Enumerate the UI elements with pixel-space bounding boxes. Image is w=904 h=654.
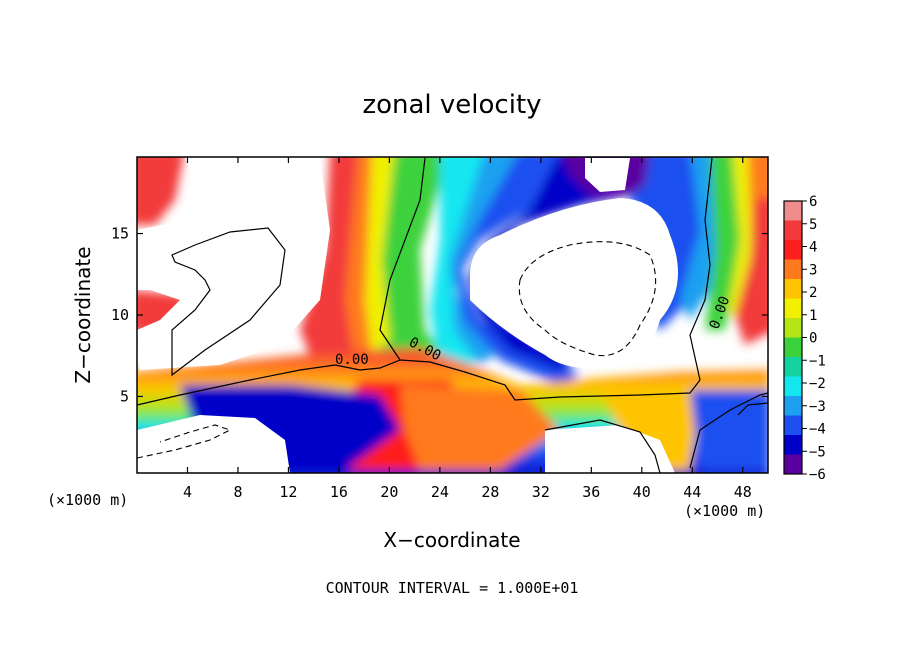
low-blue-right (690, 390, 768, 470)
colorbar-tick-label: −5 (809, 444, 826, 460)
colorbar-tick-label: 3 (809, 262, 817, 278)
colorbar-tick-label: −1 (809, 353, 826, 369)
colorbar-segment (784, 454, 802, 475)
x-unit-label: (×1000 m) (684, 502, 765, 520)
low-orange-right (600, 390, 700, 470)
y-axis-label: Z−coordinate (71, 246, 95, 383)
colorbar-segment (784, 240, 802, 260)
contour-zero-mid (399, 157, 713, 401)
topleft-red (137, 157, 184, 225)
contour-right-edge (737, 402, 768, 416)
low-orange-blobs (400, 385, 560, 470)
x-tick-label: 48 (734, 483, 752, 501)
x-tick-label: 12 (279, 483, 297, 501)
contour-upper-left (171, 227, 286, 377)
band-blue (455, 157, 589, 385)
chart-title: zonal velocity (362, 90, 541, 120)
colorbar-segment (784, 298, 802, 319)
colorbar-segment (784, 435, 802, 455)
dashed-contours (137, 241, 657, 459)
colorbar-tick-label: 0 (809, 331, 817, 347)
contour-zero-main (137, 157, 426, 406)
colorbar-segment (784, 357, 802, 377)
colorbar-segment (784, 337, 802, 358)
white-region-top-right (585, 158, 630, 192)
colorbar-segment (784, 259, 802, 280)
colorbar-tick-label: −4 (809, 422, 826, 438)
contour-bottom-right (689, 392, 768, 469)
dashed-contour-right (518, 241, 657, 357)
contour-lines (137, 157, 768, 473)
colorbar-segment (784, 201, 802, 221)
colorbar-tick-label: −6 (809, 467, 826, 483)
colorbar-segment (784, 220, 802, 241)
colorbar-tick-label: −3 (809, 399, 826, 415)
x-axis-label: X−coordinate (383, 528, 520, 552)
x-tick-label: 32 (532, 483, 550, 501)
x-tick-label: 28 (481, 483, 499, 501)
white-region-bottom-left (137, 415, 290, 473)
white-region-right (470, 198, 678, 369)
colorbar-segment (784, 279, 802, 299)
x-tick-label: 24 (431, 483, 449, 501)
band-lightblue (450, 157, 536, 365)
colorbar-segment (784, 318, 802, 338)
white-region-upper-left (137, 158, 330, 370)
colorbar-tick-label: 5 (809, 217, 817, 233)
x-tick-label: 4 (183, 483, 192, 501)
y-axis: 5 10 15 (111, 225, 768, 405)
x-tick-label: 8 (233, 483, 242, 501)
x-tick-label: 40 (633, 483, 651, 501)
contour-lower-right-loop (544, 419, 661, 473)
y-tick-label: 5 (120, 387, 129, 405)
colorbar-segment (784, 415, 802, 436)
colorbar-tick-label: 6 (809, 194, 817, 210)
white-region-bottom-right (545, 425, 675, 473)
band-green (330, 157, 455, 400)
colorbar-tick-label: −2 (809, 376, 826, 392)
colorbar-segment (784, 376, 802, 397)
midleft-red (137, 290, 190, 335)
contour-label-1: 0.00 (335, 352, 369, 368)
contour-interval-footer: CONTOUR INTERVAL = 1.000E+01 (326, 579, 579, 597)
colorbar-segment (784, 396, 802, 416)
x-tick-label: 44 (683, 483, 701, 501)
y-tick-label: 10 (111, 306, 129, 324)
colorbar-tick-label: 2 (809, 285, 817, 301)
y-unit-label: (×1000 m) (47, 491, 128, 509)
x-tick-label: 36 (582, 483, 600, 501)
x-tick-label: 20 (380, 483, 398, 501)
x-axis: 4 8 12 16 20 24 28 32 36 40 44 48 (183, 157, 752, 501)
colorbar: 6 5 4 3 2 1 0 −1 −2 −3 −4 −5 −6 (783, 194, 826, 483)
x-tick-label: 16 (330, 483, 348, 501)
heatmap-field: 0.00 0.00 0.00 (137, 157, 768, 473)
band-cyan (430, 157, 497, 375)
right-red (735, 196, 768, 345)
colorbar-tick-label: 4 (809, 240, 817, 256)
right-green (705, 157, 745, 330)
colorbar-tick-label: 1 (809, 308, 817, 324)
y-tick-label: 15 (111, 225, 129, 243)
